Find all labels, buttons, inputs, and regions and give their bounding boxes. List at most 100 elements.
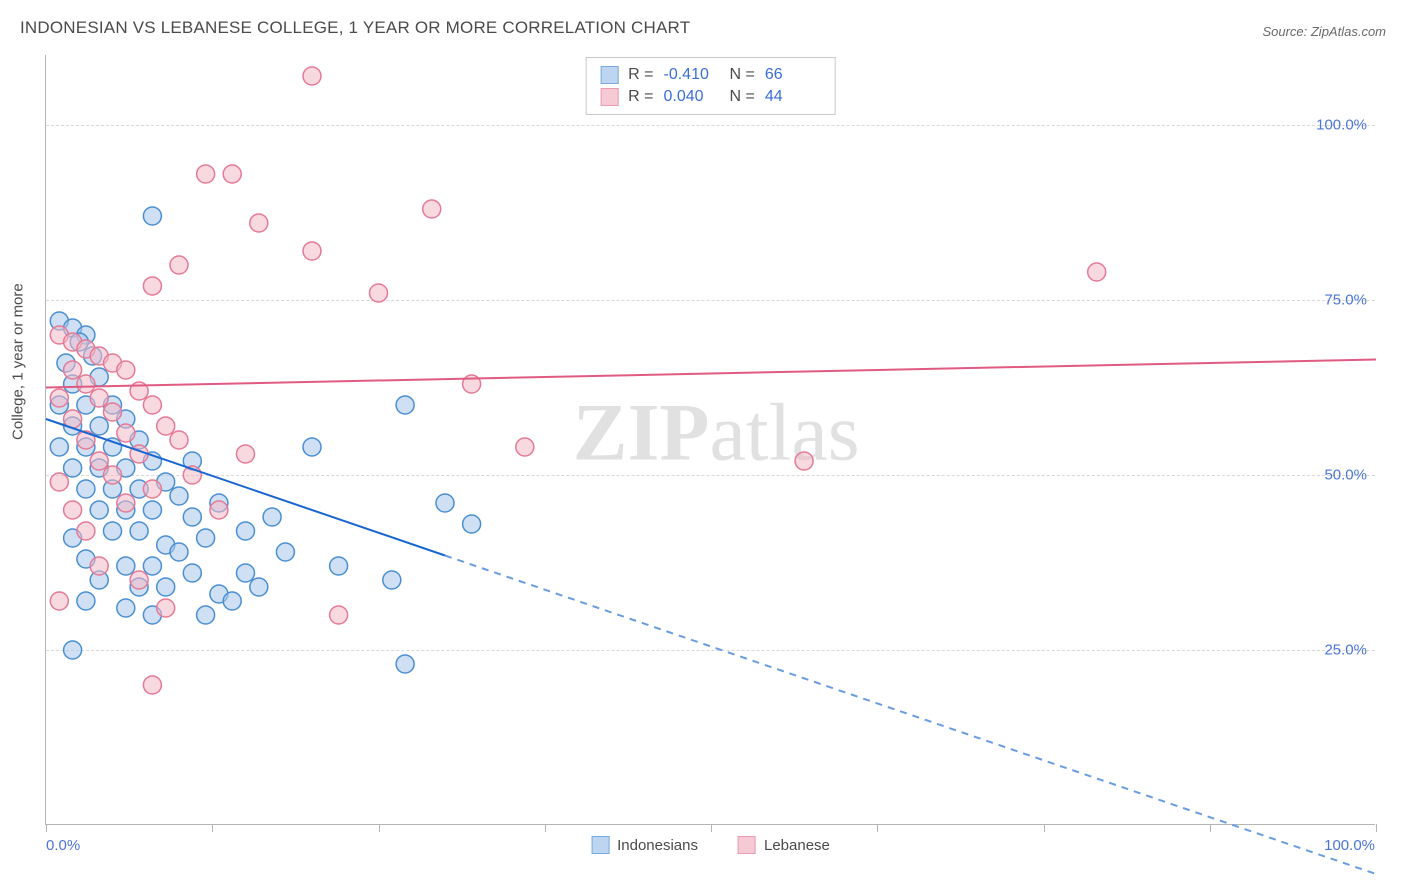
scatter-point <box>104 466 122 484</box>
scatter-point <box>396 396 414 414</box>
scatter-point <box>77 480 95 498</box>
scatter-point <box>117 557 135 575</box>
scatter-point <box>303 242 321 260</box>
scatter-point <box>143 480 161 498</box>
scatter-point <box>77 522 95 540</box>
scatter-point <box>50 389 68 407</box>
x-axis-min-label: 0.0% <box>46 837 80 854</box>
scatter-point <box>237 564 255 582</box>
chart-title: INDONESIAN VS LEBANESE COLLEGE, 1 YEAR O… <box>20 18 690 38</box>
scatter-point <box>303 67 321 85</box>
scatter-point <box>50 473 68 491</box>
legend-swatch <box>600 66 618 84</box>
y-axis-label: College, 1 year or more <box>10 283 27 440</box>
stat-r-value: 0.040 <box>664 86 720 108</box>
scatter-point <box>104 403 122 421</box>
scatter-point <box>77 375 95 393</box>
legend-label: Lebanese <box>764 837 830 854</box>
scatter-point <box>50 592 68 610</box>
scatter-point <box>170 487 188 505</box>
scatter-point <box>237 522 255 540</box>
scatter-point <box>276 543 294 561</box>
scatter-point <box>237 445 255 463</box>
scatter-point <box>396 655 414 673</box>
scatter-point <box>143 207 161 225</box>
x-tick <box>711 824 712 832</box>
scatter-point <box>170 431 188 449</box>
stats-row: R =0.040N =44 <box>600 86 821 108</box>
scatter-point <box>197 529 215 547</box>
scatter-point <box>263 508 281 526</box>
scatter-point <box>157 599 175 617</box>
trend-line-solid <box>46 360 1376 388</box>
stats-legend-box: R =-0.410N =66R =0.040N =44 <box>585 57 836 115</box>
chart-container: INDONESIAN VS LEBANESE COLLEGE, 1 YEAR O… <box>0 0 1406 892</box>
scatter-point <box>250 578 268 596</box>
scatter-point <box>157 417 175 435</box>
scatter-point <box>423 200 441 218</box>
scatter-point <box>223 592 241 610</box>
stats-row: R = -0.410 N = 66 <box>600 64 821 86</box>
scatter-point <box>157 578 175 596</box>
scatter-point <box>303 438 321 456</box>
x-tick <box>545 824 546 832</box>
scatter-point <box>104 522 122 540</box>
scatter-point <box>330 606 348 624</box>
x-tick <box>1210 824 1211 832</box>
scatter-point <box>210 501 228 519</box>
scatter-point <box>183 564 201 582</box>
stat-n-value: 66 <box>765 64 821 86</box>
scatter-point <box>383 571 401 589</box>
scatter-point <box>370 284 388 302</box>
scatter-point <box>143 676 161 694</box>
stat-r-label: R = <box>628 86 653 108</box>
stat-r-value: -0.410 <box>664 64 720 86</box>
scatter-point <box>1088 263 1106 281</box>
scatter-point <box>250 214 268 232</box>
x-tick <box>212 824 213 832</box>
stat-n-label: N = <box>730 64 755 86</box>
scatter-point <box>143 396 161 414</box>
scatter-point <box>130 571 148 589</box>
scatter-point <box>117 361 135 379</box>
scatter-point <box>117 424 135 442</box>
scatter-point <box>90 389 108 407</box>
x-tick <box>379 824 380 832</box>
scatter-point <box>64 361 82 379</box>
scatter-point <box>50 438 68 456</box>
scatter-point <box>143 557 161 575</box>
scatter-point <box>117 599 135 617</box>
source-attribution: Source: ZipAtlas.com <box>1262 24 1386 39</box>
series-legend: Indonesians Lebanese <box>591 836 830 854</box>
plot-area: ZIPatlas 25.0%50.0%75.0%100.0% R =-0.410… <box>45 55 1375 825</box>
x-tick <box>1376 824 1377 832</box>
legend-swatch <box>738 836 756 854</box>
x-tick <box>46 824 47 832</box>
scatter-point <box>223 165 241 183</box>
scatter-point <box>90 557 108 575</box>
scatter-point <box>64 501 82 519</box>
scatter-point <box>516 438 534 456</box>
scatter-point <box>90 452 108 470</box>
scatter-point <box>197 165 215 183</box>
legend-label: Indonesians <box>617 837 698 854</box>
scatter-svg <box>46 55 1375 824</box>
scatter-point <box>183 508 201 526</box>
stat-r-label: R = <box>628 64 653 86</box>
scatter-point <box>64 459 82 477</box>
stat-n-label: N = <box>730 86 755 108</box>
legend-item: Indonesians <box>591 836 698 854</box>
x-axis-max-label: 100.0% <box>1324 837 1375 854</box>
scatter-point <box>436 494 454 512</box>
scatter-point <box>77 592 95 610</box>
x-tick <box>1044 824 1045 832</box>
scatter-point <box>170 256 188 274</box>
scatter-point <box>170 543 188 561</box>
legend-swatch <box>591 836 609 854</box>
scatter-point <box>90 501 108 519</box>
trend-line-dashed <box>445 556 1376 875</box>
scatter-point <box>795 452 813 470</box>
legend-swatch <box>600 88 618 106</box>
scatter-point <box>143 277 161 295</box>
x-tick <box>877 824 878 832</box>
